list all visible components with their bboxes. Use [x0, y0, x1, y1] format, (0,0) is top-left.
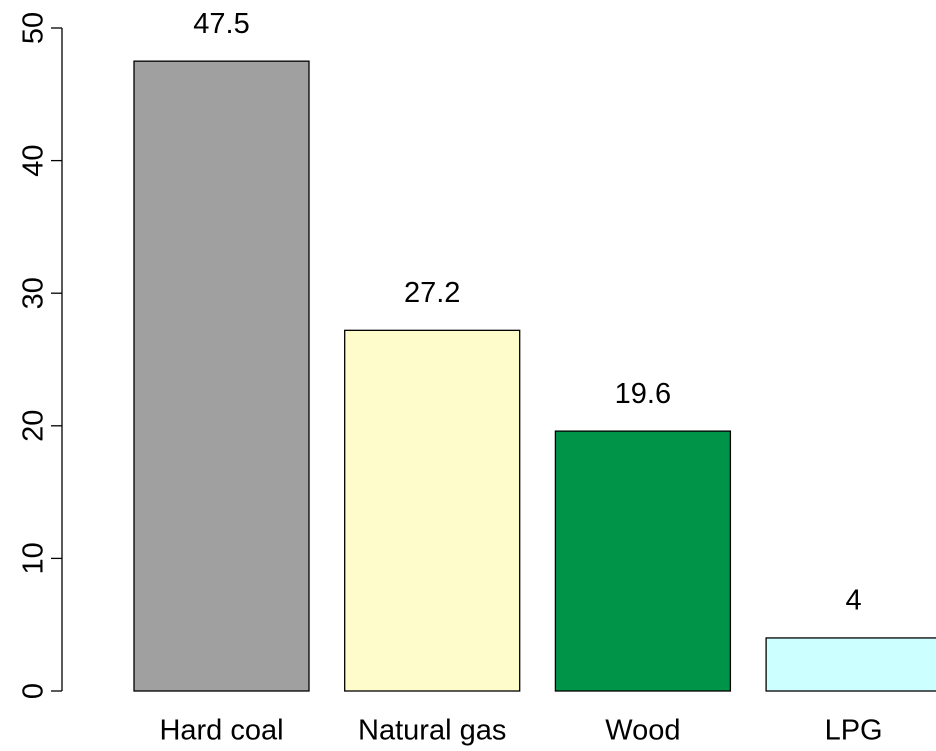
y-tick-label: 20 [18, 410, 50, 442]
bar [133, 60, 310, 692]
x-tick-label: LPG [825, 715, 883, 747]
y-tick-label: 40 [18, 144, 50, 176]
bar [765, 637, 936, 692]
x-tick-label: Hard coal [159, 715, 283, 747]
y-tick-label: 30 [18, 277, 50, 309]
bar [554, 430, 732, 692]
value-label: 19.6 [615, 378, 671, 410]
y-tick-label: 0 [18, 683, 50, 699]
x-tick-label: Natural gas [358, 715, 506, 747]
value-label: 4 [846, 585, 862, 617]
y-tick-label: 50 [18, 12, 50, 44]
x-tick-label: Wood [605, 715, 680, 747]
value-label: 27.2 [404, 277, 460, 309]
y-tick-label: 10 [18, 542, 50, 574]
value-label: 47.5 [193, 8, 249, 40]
bar [344, 329, 521, 692]
